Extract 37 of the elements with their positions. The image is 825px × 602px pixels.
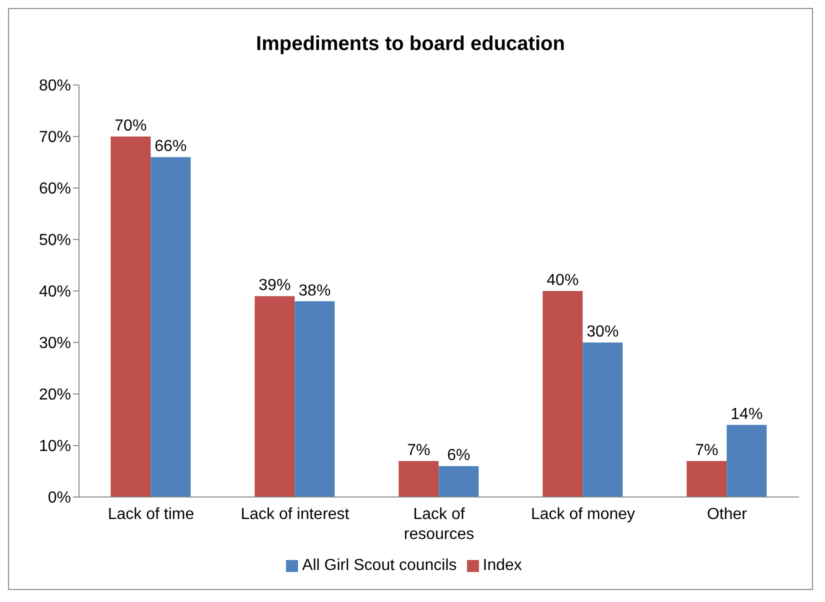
data-label: 39% [258,277,291,294]
x-tick-label: Lack of resources [404,506,474,543]
data-label: 30% [586,324,619,340]
data-label: 70% [114,118,147,134]
y-tick-label: 0% [48,490,71,507]
y-tick-label: 70% [38,129,71,146]
legend-label: All Girl Scout councils [302,557,457,574]
y-tick-label: 60% [38,180,71,198]
bar [150,157,191,497]
y-tick-label: 50% [38,232,71,250]
data-label: 38% [298,282,331,300]
data-label: 14% [730,406,763,423]
x-tick-label: Other [706,506,748,523]
y-tick-label: 30% [38,335,71,352]
x-tick-label: Lack of money [530,506,636,523]
chart-title: Impediments to board education [255,33,566,57]
bar [398,460,439,497]
bar [582,342,623,497]
bar [110,136,151,497]
data-label: 6% [447,447,470,464]
y-tick-label: 80% [38,78,71,95]
x-tick-label: Lack of time [108,506,194,523]
y-tick-label: 20% [38,386,71,404]
data-label: 7% [695,442,718,459]
bar [726,424,767,497]
y-tick-label: 40% [38,284,71,301]
legend-label: Index [482,557,522,574]
x-tick-label: Lack of interest [240,506,350,523]
data-label: 40% [546,272,579,289]
bar [686,460,727,497]
bar [438,466,479,497]
y-tick-label: 10% [38,438,71,456]
bar [254,296,295,497]
data-label: 7% [407,442,430,459]
bar [542,291,583,497]
bar [294,301,335,497]
data-label: 66% [154,138,187,156]
